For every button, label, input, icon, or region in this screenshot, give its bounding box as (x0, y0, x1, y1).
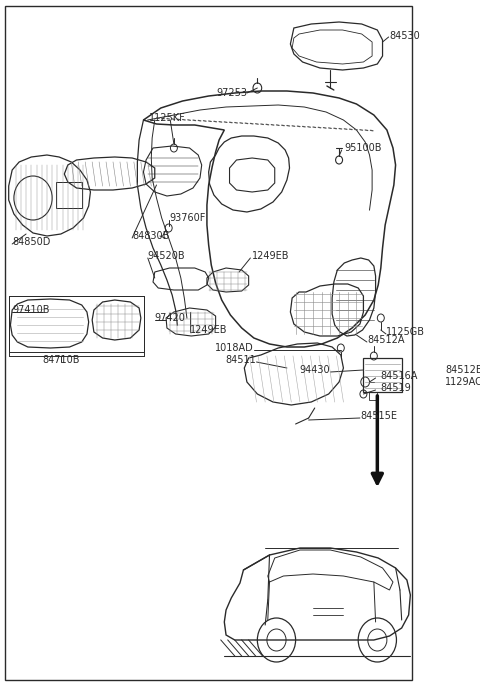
Text: 84516A: 84516A (381, 371, 418, 381)
Text: 1249EB: 1249EB (190, 325, 227, 335)
Bar (369, 392, 377, 400)
Text: 84511: 84511 (226, 355, 256, 365)
Text: 84519: 84519 (381, 383, 411, 393)
Text: 84830B: 84830B (132, 231, 169, 241)
Text: 84710B: 84710B (42, 355, 80, 365)
Text: 84512B: 84512B (445, 365, 480, 375)
Bar (363, 358, 402, 392)
Text: 1018AD: 1018AD (215, 343, 254, 353)
Text: 1129AC: 1129AC (445, 377, 480, 387)
Text: 84850D: 84850D (12, 237, 50, 247)
Text: 84530: 84530 (389, 31, 420, 41)
Text: 1125KF: 1125KF (148, 113, 185, 123)
Text: 97253: 97253 (216, 88, 247, 98)
Text: 94430: 94430 (300, 365, 330, 375)
Text: 97420: 97420 (155, 313, 186, 323)
Bar (56, 182, 82, 208)
Text: 94520B: 94520B (148, 251, 185, 261)
Text: 1249EB: 1249EB (252, 251, 289, 261)
Bar (9, 296, 144, 352)
Text: 95100B: 95100B (344, 143, 382, 153)
Text: 1125GB: 1125GB (386, 327, 425, 337)
Text: 84515E: 84515E (360, 411, 397, 421)
Text: 97410B: 97410B (12, 305, 49, 315)
Text: 84512A: 84512A (367, 335, 404, 345)
Text: 93760F: 93760F (169, 213, 206, 223)
